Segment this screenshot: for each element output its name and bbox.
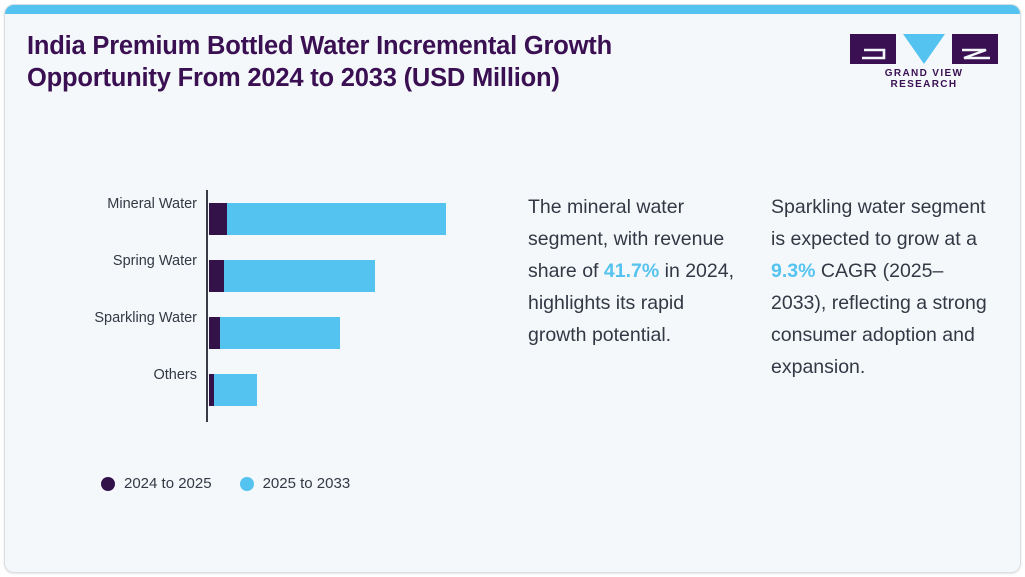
legend-label: 2025 to 2033 [262,475,351,492]
header: India Premium Bottled Water Incremental … [5,14,1020,110]
stacked-bar-chart: Mineral Water Spring Water Sparkling Wat… [5,5,505,572]
bar-segment-2025-2033[interactable] [213,374,257,406]
y-axis-label-sparkling-water: Sparkling Water [94,310,197,326]
y-axis-label-spring-water: Spring Water [112,253,197,269]
callout-highlight-value: 9.3% [771,260,816,282]
bar-row [209,203,447,235]
page-title: India Premium Bottled Water Incremental … [27,30,727,94]
legend-swatch-icon [239,477,254,491]
callout-text-part-1: Sparkling water segment is expected to g… [771,196,986,250]
bar-segment-2024-2025[interactable] [209,317,220,349]
callout-highlight-value: 41.7% [603,260,660,282]
bar-row [209,317,341,349]
logo-wordmark: GRAND VIEW RESEARCH [884,68,964,90]
legend-item-2024-2025[interactable]: 2024 to 2025 [101,475,212,493]
legend-label: 2024 to 2025 [124,475,212,492]
grand-view-research-logo: GRAND VIEW RESEARCH [850,32,998,90]
legend-swatch-icon [101,477,115,491]
top-accent-bar [5,5,1020,14]
bar-segment-2025-2033[interactable] [223,260,375,292]
bar-segment-2024-2025[interactable] [209,260,224,292]
page-title-line-1: India Premium Bottled Water Incremental … [27,32,612,60]
infographic-card: India Premium Bottled Water Incremental … [4,4,1021,573]
plot-area [206,190,496,422]
gvr-logo-icon [850,34,998,64]
callout-text-part-1: The mineral water segment, with revenue … [528,196,725,282]
bar-row [209,374,257,406]
mineral-water-callout: The mineral water segment, with revenue … [528,191,743,351]
y-axis-label-mineral-water: Mineral Water [107,196,197,212]
bar-segment-2025-2033[interactable] [226,203,447,235]
bar-row [209,260,375,292]
chart-legend: 2024 to 2025 2025 to 2033 [101,475,350,493]
page-title-line-2: Opportunity From 2024 to 2033 (USD Milli… [27,64,560,92]
bar-segment-2025-2033[interactable] [219,317,341,349]
bar-segment-2024-2025[interactable] [209,203,227,235]
legend-item-2025-2033[interactable]: 2025 to 2033 [239,475,351,493]
sparkling-water-callout: Sparkling water segment is expected to g… [771,191,993,383]
callout-text-part-2: in 2024, highlights its rapid growth pot… [528,260,734,346]
callout-text-part-2: CAGR (2025–2033), reflecting a strong co… [771,260,987,378]
bar-segment-2024-2025[interactable] [209,374,214,406]
y-axis-label-others: Others [153,367,197,383]
y-axis-category-labels: Mineral Water Spring Water Sparkling Wat… [5,190,197,422]
